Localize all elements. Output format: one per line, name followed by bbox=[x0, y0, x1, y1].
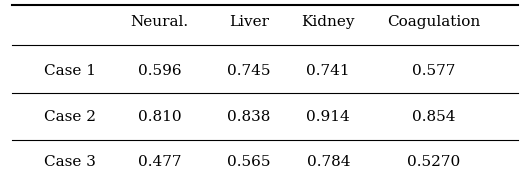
Text: Case 3: Case 3 bbox=[43, 155, 95, 169]
Text: Neural.: Neural. bbox=[130, 15, 189, 29]
Text: 0.577: 0.577 bbox=[412, 64, 455, 78]
Text: Kidney: Kidney bbox=[302, 15, 355, 29]
Text: 0.784: 0.784 bbox=[306, 155, 350, 169]
Text: 0.477: 0.477 bbox=[138, 155, 181, 169]
Text: 0.596: 0.596 bbox=[138, 64, 181, 78]
Text: Liver: Liver bbox=[229, 15, 269, 29]
Text: 0.5270: 0.5270 bbox=[407, 155, 461, 169]
Text: 0.914: 0.914 bbox=[306, 111, 350, 124]
Text: 0.854: 0.854 bbox=[412, 111, 455, 124]
Text: 0.741: 0.741 bbox=[306, 64, 350, 78]
Text: 0.838: 0.838 bbox=[227, 111, 271, 124]
Text: Case 2: Case 2 bbox=[43, 111, 95, 124]
Text: 0.745: 0.745 bbox=[227, 64, 271, 78]
Text: 0.810: 0.810 bbox=[138, 111, 181, 124]
Text: Coagulation: Coagulation bbox=[387, 15, 480, 29]
Text: Case 1: Case 1 bbox=[43, 64, 95, 78]
Text: 0.565: 0.565 bbox=[227, 155, 271, 169]
